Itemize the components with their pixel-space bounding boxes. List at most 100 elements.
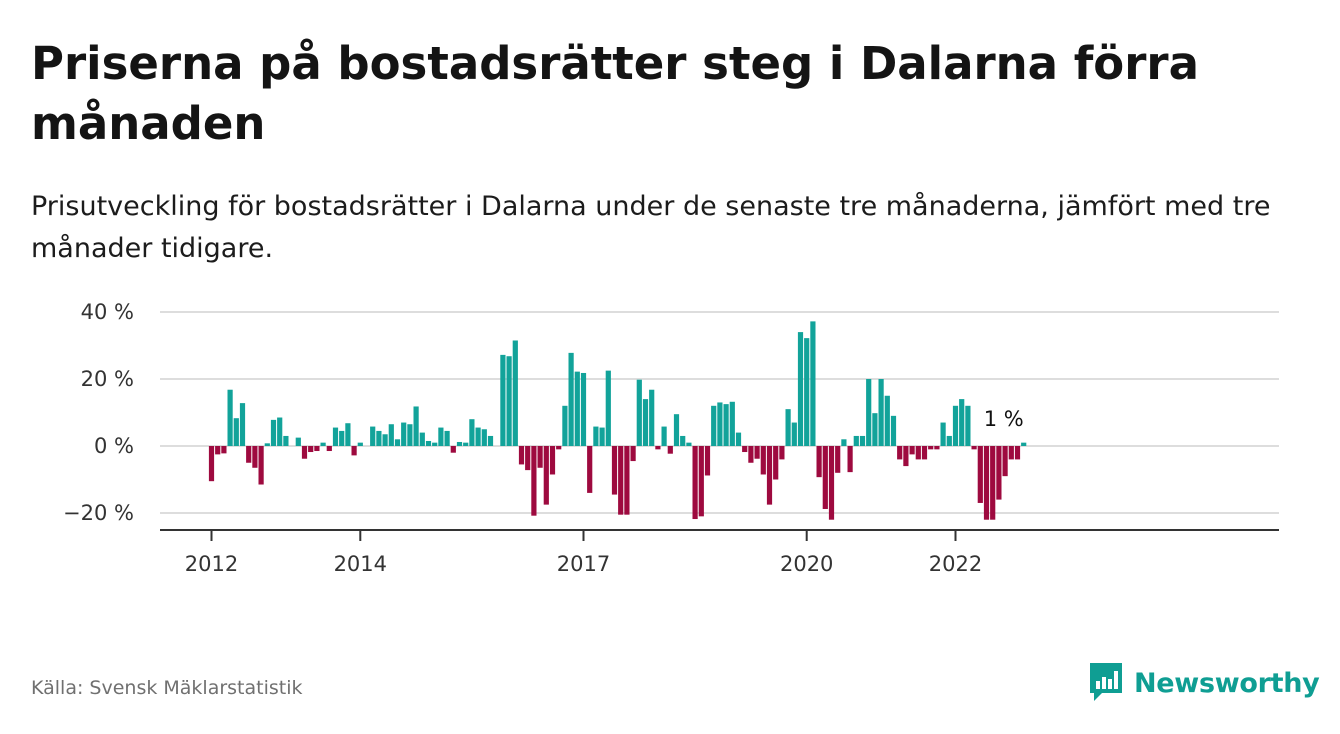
bar — [543, 446, 549, 505]
bar — [525, 446, 531, 471]
bar — [1008, 446, 1014, 460]
bar — [618, 446, 624, 515]
annotations: 1 % — [984, 407, 1024, 431]
bar — [295, 437, 301, 447]
bar — [531, 446, 537, 516]
bar — [233, 418, 239, 446]
bar — [388, 424, 394, 446]
bar — [580, 372, 587, 446]
bar — [1002, 446, 1008, 477]
bar — [742, 446, 748, 453]
bar — [463, 442, 469, 446]
bar — [351, 446, 357, 456]
bar — [884, 395, 890, 446]
y-tick-label: 20 % — [81, 367, 134, 391]
bar — [866, 379, 872, 446]
bar — [252, 446, 258, 468]
bar — [859, 435, 866, 446]
bar — [215, 446, 221, 455]
bar — [438, 427, 444, 446]
bar — [704, 446, 711, 476]
bar — [314, 446, 320, 452]
bar — [518, 446, 525, 465]
bar — [556, 446, 562, 450]
bar-chart: 40 % 20 % 0 % −20 % 2012 2014 2017 2020 2022 1 … — [63, 300, 1279, 576]
bar — [723, 404, 729, 447]
bar — [748, 446, 754, 463]
bar — [283, 435, 289, 446]
bar — [909, 446, 915, 455]
y-tick-label: 40 % — [81, 300, 134, 324]
x-tick-label: 2020 — [780, 552, 833, 576]
bar — [221, 446, 227, 454]
bar — [692, 446, 698, 520]
bar — [587, 446, 593, 493]
y-tick-label: 0 % — [94, 434, 134, 458]
bar — [419, 432, 425, 446]
bar — [407, 424, 413, 446]
bar — [810, 321, 816, 446]
bar — [773, 446, 779, 480]
bar — [667, 446, 673, 454]
bar — [239, 403, 246, 446]
bar — [599, 427, 605, 446]
bar — [760, 446, 766, 475]
brand-logo: Newsworthy — [1088, 660, 1320, 706]
x-axis: 2012 2014 2017 2020 2022 — [160, 529, 1279, 576]
bar — [568, 352, 574, 446]
bar — [394, 439, 401, 446]
bar — [574, 371, 580, 446]
bar — [711, 405, 717, 446]
bar — [965, 405, 971, 446]
bar — [227, 389, 233, 446]
bar — [258, 446, 264, 485]
source-note: Källa: Svensk Mäklarstatistik — [31, 677, 303, 699]
bar — [1014, 446, 1021, 460]
bar — [413, 406, 419, 446]
bar — [339, 430, 345, 446]
bar — [785, 409, 791, 446]
bar — [928, 446, 934, 450]
brand-name: Newsworthy — [1134, 667, 1320, 699]
bar — [729, 401, 735, 446]
x-tick-label: 2022 — [929, 552, 982, 576]
bar — [853, 435, 859, 446]
bar — [686, 442, 692, 446]
bar — [277, 417, 283, 446]
bar — [940, 422, 946, 446]
bar — [320, 442, 326, 446]
bar — [934, 446, 940, 450]
bar — [797, 332, 804, 446]
bar — [301, 446, 308, 459]
bar — [444, 430, 450, 446]
bar — [605, 370, 611, 447]
bar — [332, 427, 339, 446]
bar — [735, 432, 742, 446]
bar — [425, 440, 432, 446]
bar — [630, 446, 636, 462]
bar — [208, 446, 215, 482]
bar — [506, 356, 512, 446]
bar — [673, 414, 680, 446]
x-tick-label: 2014 — [334, 552, 387, 576]
bar-series — [208, 321, 1027, 520]
bar — [841, 439, 847, 446]
bar — [766, 446, 773, 505]
bar — [779, 446, 785, 460]
bar — [475, 427, 481, 446]
y-tick-label: −20 % — [63, 501, 134, 525]
bar — [326, 446, 332, 452]
bar — [890, 415, 897, 446]
bar — [357, 442, 363, 446]
bar — [977, 446, 983, 503]
x-tick-label: 2017 — [557, 552, 610, 576]
bar — [680, 435, 686, 446]
bar — [791, 422, 797, 446]
bar — [952, 405, 959, 446]
bar — [959, 399, 965, 446]
bar — [456, 441, 463, 446]
bar — [754, 446, 760, 459]
bar — [946, 435, 952, 446]
bar — [698, 446, 704, 517]
bar — [996, 446, 1002, 500]
